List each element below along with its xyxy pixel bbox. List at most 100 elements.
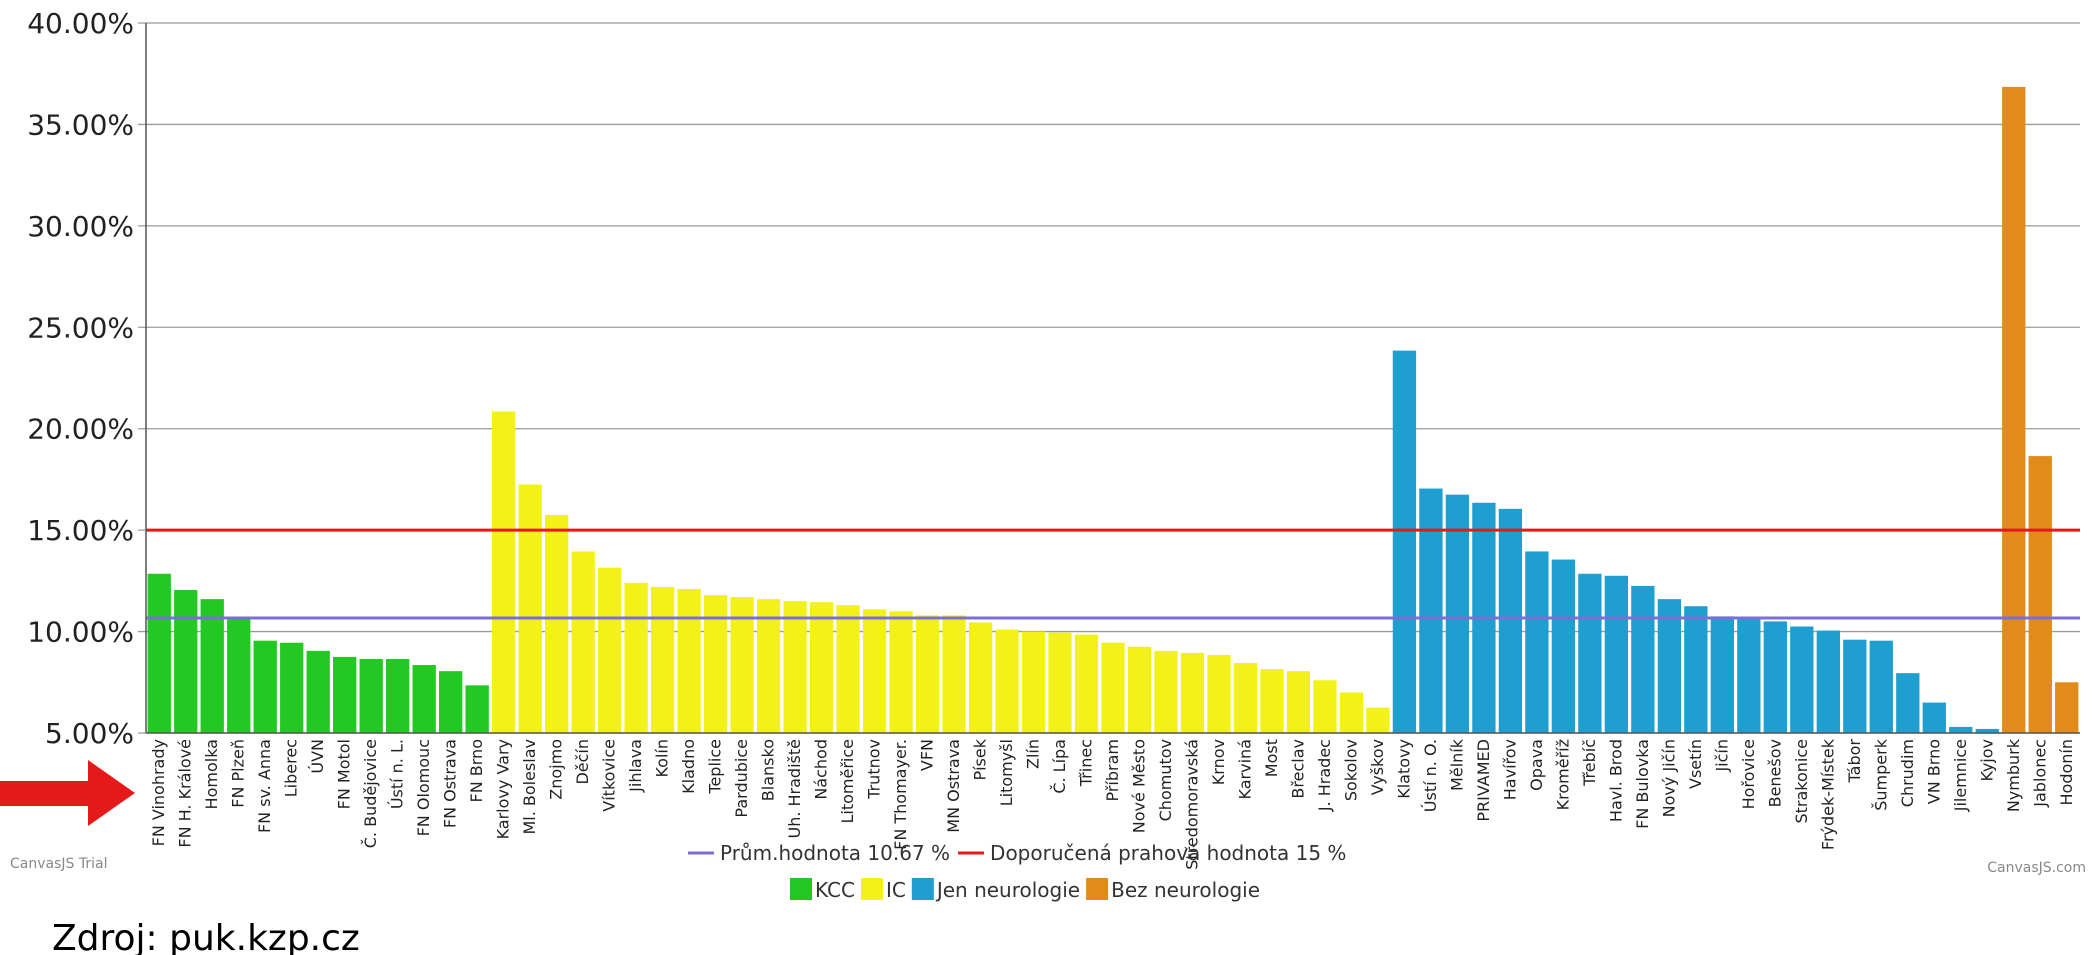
bar [1366,707,1390,733]
x-tick-label: Most [1262,739,1281,777]
x-tick-label: Písek [971,738,990,780]
bar [1578,573,1602,733]
x-tick-label: VFN [918,739,937,771]
bar [1207,654,1231,733]
bar [1260,669,1284,733]
x-tick-label: Tábor [1845,739,1864,784]
legend-label: KCC [815,878,855,902]
bar [147,573,171,733]
legend-label: Doporučená prahová hodnota 15 % [990,841,1346,865]
bar [756,599,781,733]
x-tick-label: MN Ostrava [944,739,963,833]
x-tick-label: Opava [1527,739,1546,791]
bar [544,514,569,733]
x-tick-label: FN Olomouc [414,739,433,836]
y-tick-labels: 5.00% 10.00% 15.00% 20.00% 25.00% 30.00% 35.00… [27,7,134,750]
bar [1445,494,1470,733]
x-tick-label: J. Hradec [1315,739,1334,812]
bar [703,595,728,733]
bar [650,586,675,733]
bar [1498,508,1523,733]
x-tick-label: Šumperk [1871,738,1890,810]
bar [227,617,251,733]
bar [1684,606,1708,733]
x-tick-label: Jihlava [626,739,645,793]
bar [1816,630,1840,733]
y-tick-label: 5.00% [45,717,134,750]
bar [1339,692,1364,733]
axes [145,23,2080,734]
x-tick-label: Třinec [1077,739,1096,787]
bars [147,86,2079,733]
bar [518,484,542,733]
x-tick-label: Uh. Hradiště [785,739,804,839]
bar [1048,632,1072,733]
bar [465,685,489,733]
x-tick-label: FN Plzeň [229,739,248,808]
bar [1763,621,1787,733]
x-tick-label: Hodonín [2057,739,2076,806]
x-tick-label: Náchod [812,739,831,800]
bar [1286,671,1311,733]
bar [439,671,463,733]
x-tick-label: FN Vinohrady [149,739,168,846]
bar [1922,702,1946,733]
x-tick-label: Karviná [1235,739,1254,799]
bar [200,599,224,733]
bar [1896,673,1920,733]
gridlines [138,22,2080,734]
x-tick-label: Chrudim [1898,739,1917,807]
x-tick-label: Litoměřice [838,739,857,824]
x-tick-label: Teplice [706,739,725,795]
x-tick-label: Kyjov [1977,739,1996,782]
bar [1737,618,1761,733]
x-tick-label: Frýdek-Místek [1818,738,1837,850]
bar [412,665,436,733]
legend-swatch [790,878,812,900]
x-tick-label: FN Motol [335,739,354,809]
x-tick-label: Ústí n. L. [388,739,407,809]
x-tick-label: Strakonice [1792,739,1811,824]
y-tick-label: 15.00% [27,514,134,547]
bar [597,567,622,733]
legend-label: IC [886,878,906,902]
x-tick-label: Nymburk [2004,738,2023,812]
bar [915,615,940,733]
bar [1074,634,1099,733]
bar [1180,652,1205,733]
bar [809,602,834,733]
bar [836,605,860,733]
bar [571,551,595,733]
bar [1154,650,1178,733]
bar [1101,642,1125,733]
x-tick-label: Jičín [1712,739,1731,773]
bar [1551,559,1576,733]
x-tick-label: Č. Budějovice [361,739,380,848]
legend-swatch [1086,878,1109,900]
bar [280,642,304,733]
y-tick-label: 20.00% [27,413,134,446]
x-tick-label: PRIVAMED [1474,739,1493,822]
bar [306,650,330,733]
x-tick-label: FN H. Králové [176,739,195,848]
x-tick-label: FN sv. Anna [255,739,274,833]
x-tick-label: FN Thomayer. [891,739,910,850]
bar [783,601,807,733]
x-tick-label: Znojmo [547,739,566,800]
bar [730,597,754,733]
x-tick-label: Pardubice [732,739,751,818]
x-tick-label: Ústí n. O. [1421,739,1440,812]
legend-swatch [911,878,934,900]
bar [1233,663,1258,733]
x-tick-label: Středomoravská [1182,739,1201,870]
x-tick-label: Jablonec [2030,739,2049,808]
watermark-right: CanvasJS.com [1987,860,2086,876]
x-tick-label: Krnov [1209,739,1228,785]
bar [2002,86,2026,733]
watermark-left: CanvasJS Trial [10,856,107,872]
x-tick-label: FN Ostrava [441,739,460,828]
x-tick-label: Benešov [1765,739,1784,807]
x-tick-label: Liberec [282,739,301,797]
bar [174,589,198,733]
